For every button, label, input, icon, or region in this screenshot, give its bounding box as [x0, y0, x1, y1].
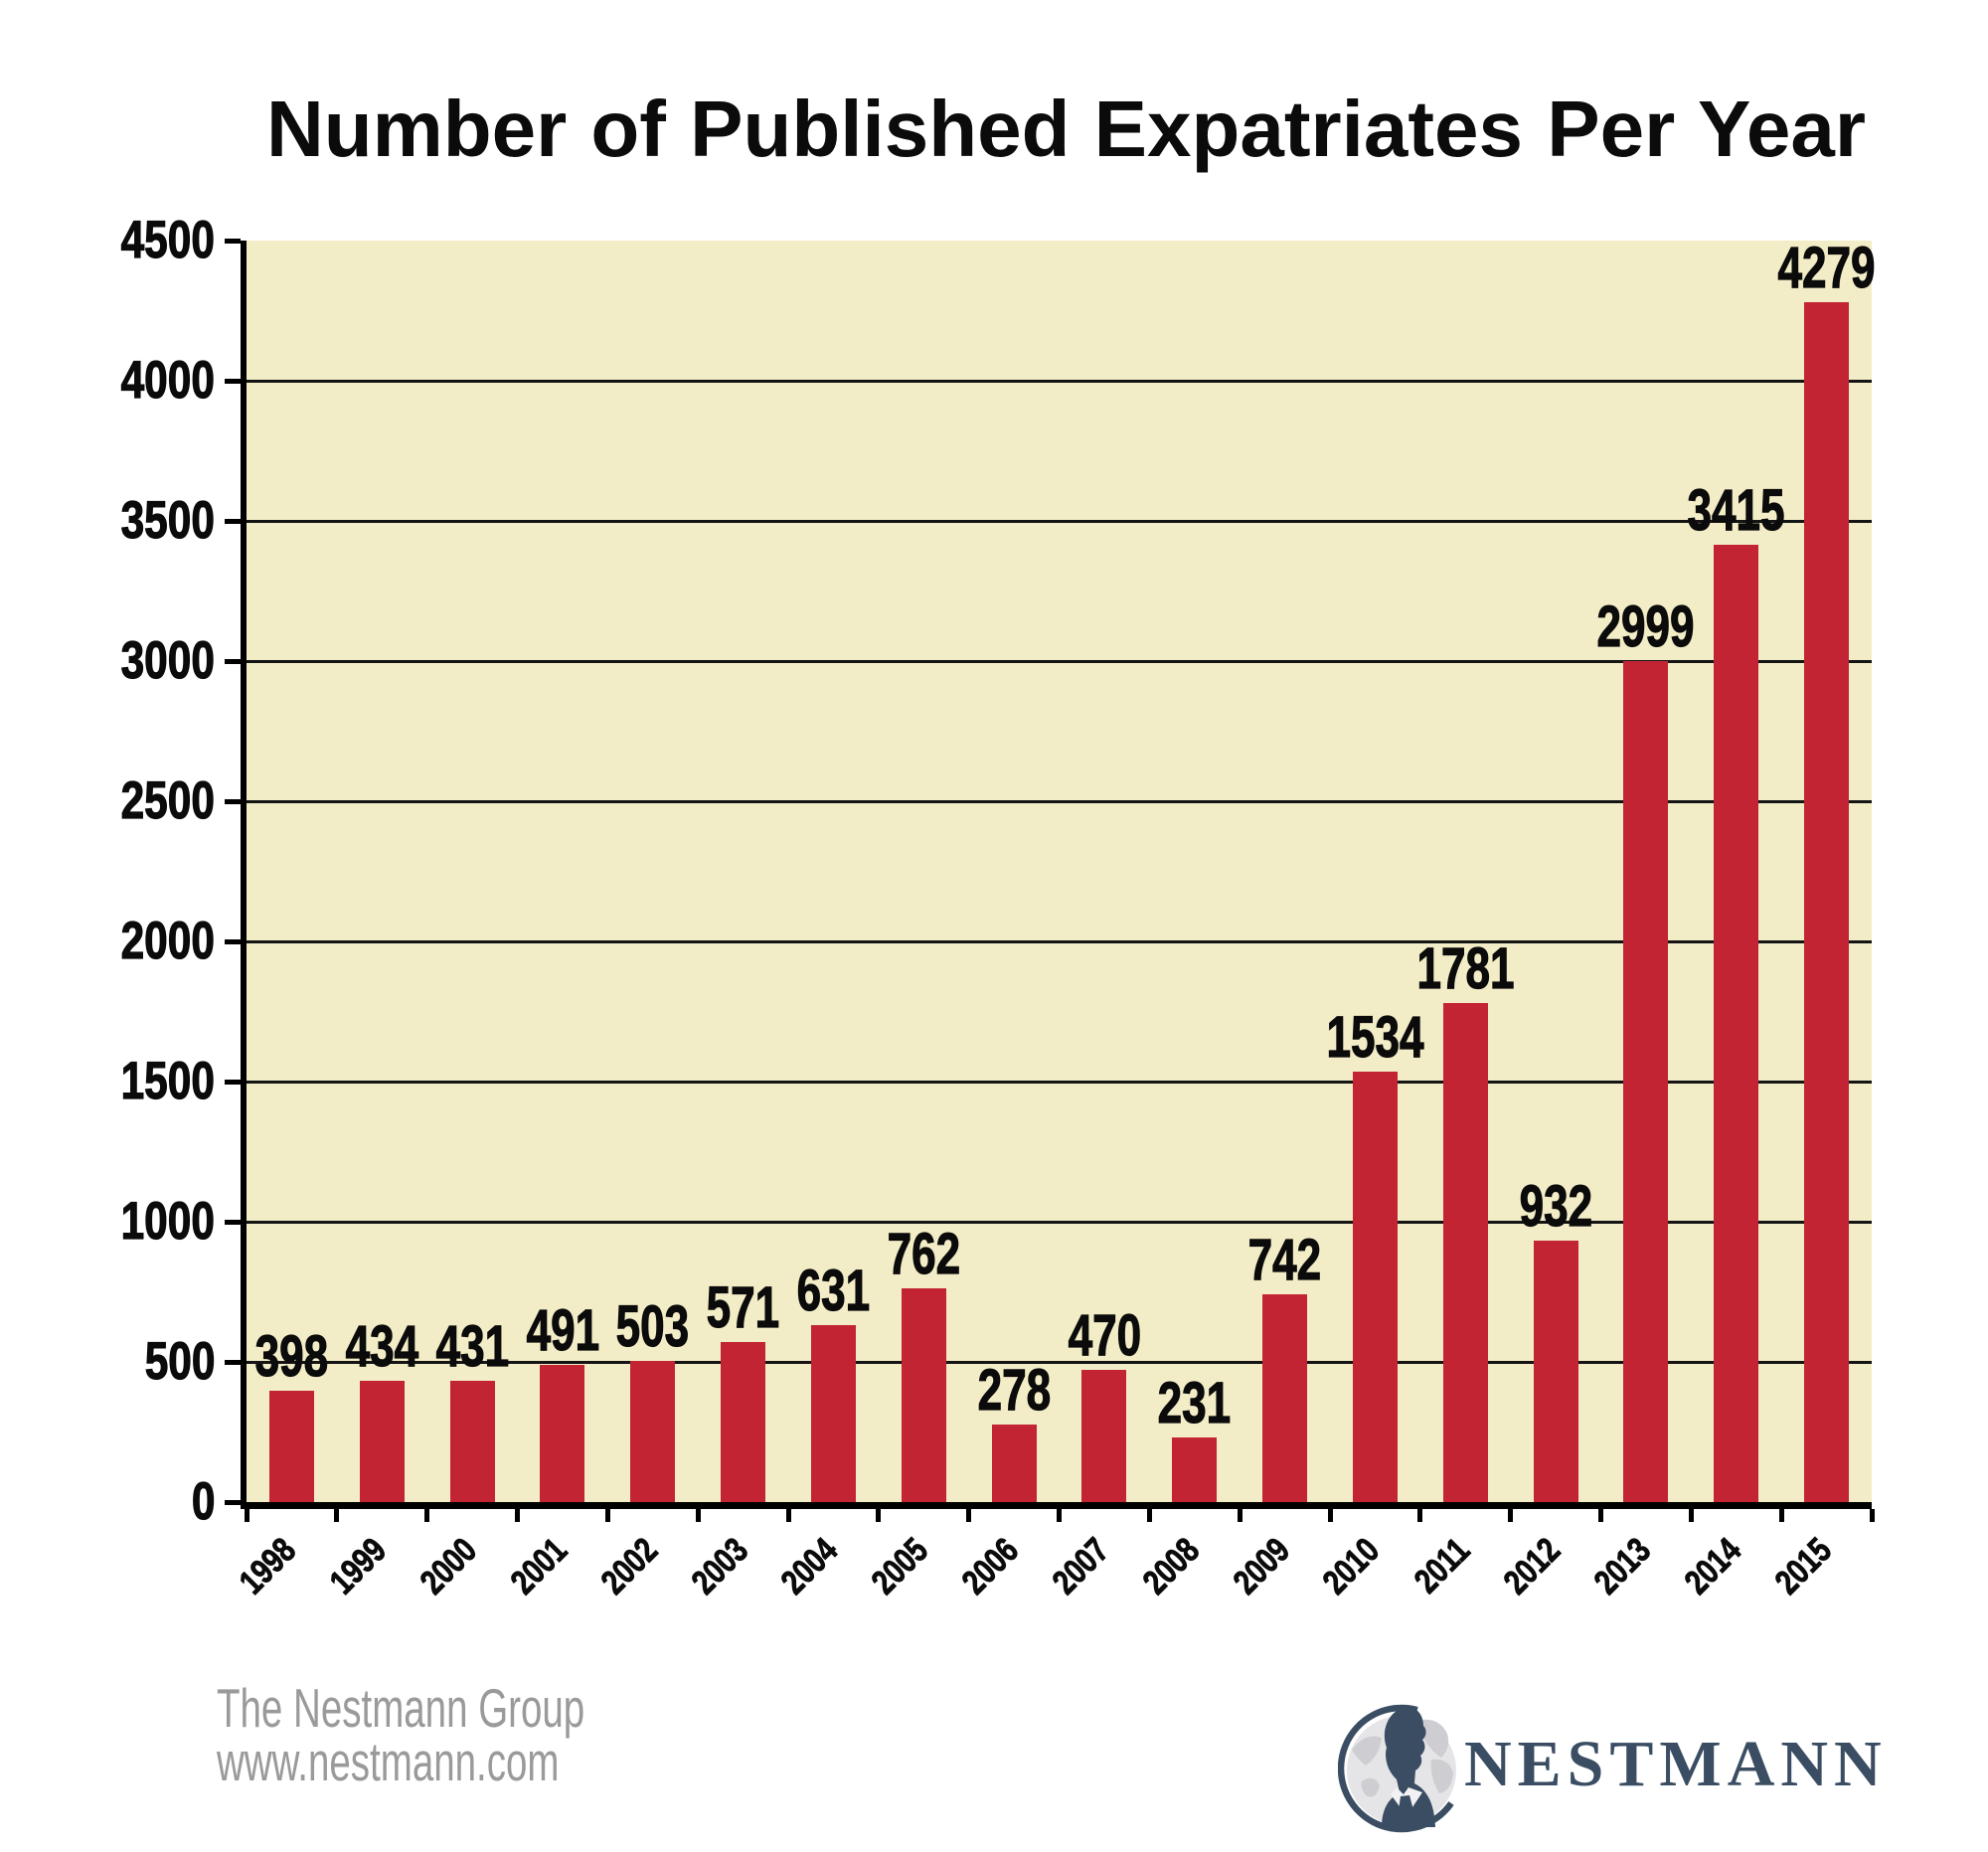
- bar-value-label: 571: [706, 1274, 780, 1340]
- nestmann-logo: NESTMANN: [1338, 1696, 1954, 1845]
- x-tick: [334, 1509, 340, 1522]
- y-tick: [225, 518, 241, 524]
- bar-value-label: 742: [1247, 1227, 1322, 1292]
- y-tick-label: 2000: [120, 912, 215, 970]
- plot-area: 398 434 431 491 503 571 631 762 278 470 231 742 1534…: [241, 239, 1876, 1509]
- x-tick: [1237, 1509, 1242, 1522]
- gridline: [247, 799, 1872, 803]
- footer: The Nestmann Group www.nestmann.com: [217, 1677, 743, 1792]
- x-tick: [1057, 1509, 1062, 1522]
- y-tick-label: 3500: [120, 491, 215, 550]
- gridline: [247, 1220, 1872, 1224]
- bar-value-label: 631: [796, 1259, 871, 1324]
- bar-2015: [1804, 302, 1850, 1502]
- gridline: [247, 1080, 1872, 1084]
- bar-value-label: 4279: [1777, 236, 1876, 301]
- x-tick: [876, 1509, 882, 1522]
- logo-wordmark: NESTMANN: [1464, 1728, 1888, 1800]
- x-tick: [1417, 1509, 1423, 1522]
- bar-2000: [449, 1381, 495, 1502]
- y-tick-label: 4500: [120, 211, 215, 269]
- x-tick-label: 2013: [1586, 1530, 1659, 1602]
- bar-value-label: 1534: [1326, 1005, 1424, 1071]
- x-tick-label: 2014: [1677, 1530, 1748, 1602]
- gridline: [247, 379, 1872, 383]
- x-tick-label: 2007: [1045, 1530, 1117, 1602]
- bar-1999: [359, 1380, 405, 1502]
- x-tick: [1688, 1509, 1694, 1522]
- bar-value-label: 762: [887, 1222, 961, 1287]
- bar-2004: [810, 1325, 856, 1502]
- bar-2008: [1172, 1436, 1218, 1502]
- bar-value-label: 278: [977, 1357, 1051, 1423]
- bar-value-label: 2999: [1596, 594, 1695, 660]
- bar-1998: [268, 1390, 314, 1502]
- gridline: [247, 939, 1872, 943]
- bar-2007: [1081, 1370, 1127, 1502]
- y-tick: [225, 938, 241, 944]
- y-tick: [225, 1499, 241, 1505]
- bar-2012: [1533, 1241, 1578, 1502]
- footer-url: www.nestmann.com: [217, 1731, 560, 1792]
- y-tick-label: 500: [144, 1332, 216, 1391]
- y-tick-label: 0: [191, 1472, 216, 1531]
- y-tick: [225, 1219, 241, 1225]
- x-tick-label: 2006: [954, 1530, 1027, 1602]
- x-tick: [1146, 1509, 1152, 1522]
- bar-2014: [1714, 544, 1759, 1502]
- x-tick-label: 2005: [864, 1530, 936, 1602]
- bar-2001: [540, 1364, 585, 1502]
- bar-value-label: 491: [526, 1297, 599, 1363]
- bar-value-label: 231: [1157, 1370, 1232, 1435]
- gridline: [247, 519, 1872, 523]
- bar-value-label: 470: [1068, 1303, 1141, 1369]
- bar-value-label: 1781: [1416, 935, 1515, 1001]
- y-tick-label: 2500: [120, 771, 215, 830]
- x-tick: [1778, 1509, 1784, 1522]
- x-tick: [604, 1509, 610, 1522]
- bar-value-label: 398: [254, 1323, 329, 1389]
- y-tick: [225, 1359, 241, 1365]
- bar-value-label: 503: [615, 1294, 690, 1360]
- bar-2006: [991, 1424, 1037, 1502]
- x-tick-label: 2012: [1496, 1530, 1569, 1602]
- x-tick: [1869, 1509, 1875, 1522]
- gridline: [247, 659, 1872, 663]
- bar-value-label: 434: [345, 1313, 419, 1379]
- x-tick: [244, 1509, 249, 1522]
- y-tick: [225, 378, 241, 384]
- footer-org: The Nestmann Group: [217, 1677, 585, 1739]
- y-tick: [225, 658, 241, 664]
- y-tick: [225, 1079, 241, 1085]
- bar-value-label: 431: [435, 1314, 509, 1380]
- bar-2009: [1262, 1293, 1308, 1502]
- y-tick-label: 4000: [120, 351, 215, 410]
- x-tick: [1598, 1509, 1603, 1522]
- y-tick: [225, 238, 241, 244]
- bar-2011: [1442, 1002, 1488, 1502]
- x-tick-label: 2008: [1135, 1530, 1207, 1602]
- x-tick: [966, 1509, 972, 1522]
- x-tick: [424, 1509, 430, 1522]
- y-tick-label: 3000: [120, 631, 215, 690]
- bar-value-label: 3415: [1687, 477, 1785, 543]
- bar-2010: [1352, 1072, 1398, 1502]
- gridline: [247, 1360, 1872, 1364]
- x-tick: [515, 1509, 520, 1522]
- globe-icon: [1338, 1704, 1456, 1833]
- y-tick-label: 1500: [120, 1052, 215, 1110]
- bar-2002: [630, 1361, 676, 1502]
- y-tick: [225, 798, 241, 804]
- bar-2003: [721, 1341, 766, 1502]
- x-tick: [695, 1509, 701, 1522]
- chart-title: Number of Published Expatriates Per Year: [265, 84, 1867, 173]
- x-tick: [785, 1509, 791, 1522]
- bar-2013: [1623, 661, 1669, 1502]
- x-tick: [1327, 1509, 1333, 1522]
- bar-2005: [901, 1288, 946, 1502]
- x-tick-label: 2011: [1407, 1530, 1478, 1601]
- y-tick-label: 1000: [120, 1192, 215, 1251]
- bar-value-label: 932: [1519, 1174, 1592, 1240]
- x-tick: [1508, 1509, 1514, 1522]
